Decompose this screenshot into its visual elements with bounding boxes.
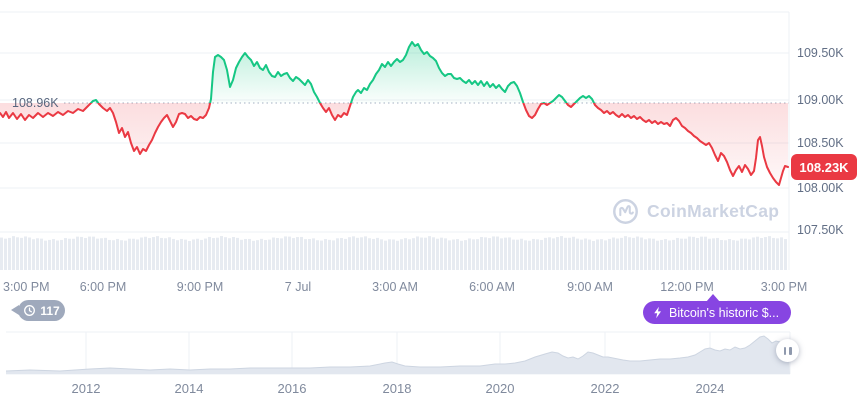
time-axis-label: 9:00 PM — [176, 280, 224, 294]
time-axis-label: 3:00 PM — [760, 280, 808, 294]
event-pill-pointer — [706, 294, 720, 302]
year-axis-label: 2020 — [485, 381, 515, 396]
time-axis-label: 6:00 AM — [469, 280, 515, 294]
year-axis-label: 2012 — [71, 381, 101, 396]
history-count: 117 — [40, 303, 60, 318]
price-axis-label: 108.00K — [797, 181, 844, 195]
pause-icon — [789, 346, 792, 355]
event-annotation-pill[interactable]: Bitcoin's historic $... — [643, 301, 792, 324]
history-pill-tail — [11, 305, 19, 315]
watermark-label: CoinMarketCap — [647, 201, 780, 221]
time-axis-label: 9:00 AM — [567, 280, 613, 294]
baseline-price-label: 108.96K — [12, 96, 59, 110]
current-price-badge: 108.23K — [791, 154, 857, 180]
price-axis-label: 109.50K — [797, 46, 844, 60]
year-axis-label: 2022 — [590, 381, 620, 396]
price-axis-label: 108.50K — [797, 136, 844, 150]
pause-icon — [783, 346, 786, 355]
year-axis-label: 2024 — [695, 381, 725, 396]
history-count-pill[interactable]: 117 — [18, 300, 65, 321]
year-axis-label: 2018 — [382, 381, 412, 396]
time-axis-label: 3:00 AM — [372, 280, 418, 294]
price-axis-label: 107.50K — [797, 223, 844, 237]
event-pill-label: Bitcoin's historic $... — [669, 305, 780, 320]
time-axis-label: 6:00 PM — [79, 280, 127, 294]
history-clock-icon — [23, 304, 36, 317]
year-axis-label: 2016 — [277, 381, 307, 396]
time-axis-label: 3:00 PM — [3, 280, 50, 294]
lightning-icon — [652, 306, 663, 319]
year-axis-label: 2014 — [174, 381, 204, 396]
pause-button[interactable] — [776, 339, 799, 362]
coinmarketcap-logo-icon — [612, 198, 639, 225]
time-axis-label: 12:00 PM — [660, 280, 714, 294]
coinmarketcap-watermark: CoinMarketCap — [612, 198, 779, 225]
time-axis-label: 7 Jul — [284, 280, 312, 294]
price-axis-label: 109.00K — [797, 93, 844, 107]
